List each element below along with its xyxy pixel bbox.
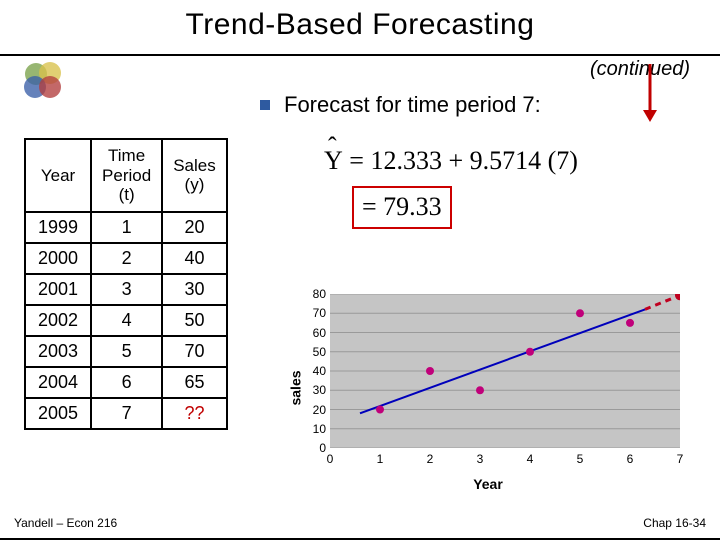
- table-row: 20057??: [25, 398, 227, 429]
- chart-ytick: 0: [306, 441, 326, 455]
- table-cell: 3: [91, 274, 162, 305]
- chart-xtick: 7: [677, 452, 684, 466]
- chart-xtick: 5: [577, 452, 584, 466]
- table-cell: 5: [91, 336, 162, 367]
- table-header: Year: [25, 139, 91, 212]
- table-cell: 2: [91, 243, 162, 274]
- equation-line1: Y = 12.333 + 9.5714 (7): [324, 142, 690, 180]
- table-row: 2004665: [25, 367, 227, 398]
- equation-result-box: = 79.33: [352, 186, 452, 230]
- table-cell: 40: [162, 243, 227, 274]
- trend-chart: sales 01020304050607080 01234567 Year: [284, 288, 692, 488]
- table-cell: 2002: [25, 305, 91, 336]
- equation-block: Y = 12.333 + 9.5714 (7) = 79.33: [324, 142, 690, 229]
- slide-title: Trend-Based Forecasting: [0, 0, 720, 42]
- chart-xtick: 3: [477, 452, 484, 466]
- chart-svg: [330, 294, 680, 448]
- chart-xtick: 1: [377, 452, 384, 466]
- chart-xtick: 4: [527, 452, 534, 466]
- y-hat: Y: [324, 142, 343, 180]
- table-cell: 20: [162, 212, 227, 243]
- chart-ytick: 30: [306, 383, 326, 397]
- table-row: 2001330: [25, 274, 227, 305]
- table-cell: 2004: [25, 367, 91, 398]
- table-cell: 50: [162, 305, 227, 336]
- footer-right: Chap 16-34: [643, 516, 706, 530]
- footer-left: Yandell – Econ 216: [14, 516, 117, 530]
- data-table: YearTimePeriod(t)Sales(y) 19991202000240…: [24, 138, 228, 430]
- table-cell: 70: [162, 336, 227, 367]
- logo-icon: [20, 60, 72, 100]
- table-header: Sales(y): [162, 139, 227, 212]
- equation-rhs: = 12.333 + 9.5714 (7): [343, 146, 578, 175]
- chart-ytick: 40: [306, 364, 326, 378]
- bullet-text: Forecast for time period 7:: [284, 92, 541, 118]
- chart-ytick: 10: [306, 422, 326, 436]
- table-row: 2003570: [25, 336, 227, 367]
- table-cell: 2005: [25, 398, 91, 429]
- chart-ytick: 50: [306, 345, 326, 359]
- bullet-row: Forecast for time period 7:: [260, 92, 541, 118]
- chart-xlabel: Year: [473, 476, 503, 492]
- table-cell: 1999: [25, 212, 91, 243]
- chart-plot-area: [330, 294, 680, 448]
- table-header: TimePeriod(t): [91, 139, 162, 212]
- chart-ytick: 20: [306, 403, 326, 417]
- arrow-down-icon: [640, 62, 660, 124]
- table-cell: 7: [91, 398, 162, 429]
- chart-xtick: 2: [427, 452, 434, 466]
- table-cell: 2000: [25, 243, 91, 274]
- table-cell: 2003: [25, 336, 91, 367]
- table-row: 2002450: [25, 305, 227, 336]
- chart-ylabel: sales: [288, 370, 304, 405]
- chart-ytick: 60: [306, 326, 326, 340]
- table-row: 2000240: [25, 243, 227, 274]
- table-cell: 30: [162, 274, 227, 305]
- chart-ytick: 80: [306, 287, 326, 301]
- table-cell: 1: [91, 212, 162, 243]
- table-cell: 65: [162, 367, 227, 398]
- chart-xtick: 0: [327, 452, 334, 466]
- table-cell: 2001: [25, 274, 91, 305]
- chart-xtick: 6: [627, 452, 634, 466]
- table-cell: ??: [162, 398, 227, 429]
- table-row: 1999120: [25, 212, 227, 243]
- table-cell: 4: [91, 305, 162, 336]
- bullet-icon: [260, 100, 270, 110]
- chart-ytick: 70: [306, 306, 326, 320]
- table-cell: 6: [91, 367, 162, 398]
- title-rule: [0, 54, 720, 56]
